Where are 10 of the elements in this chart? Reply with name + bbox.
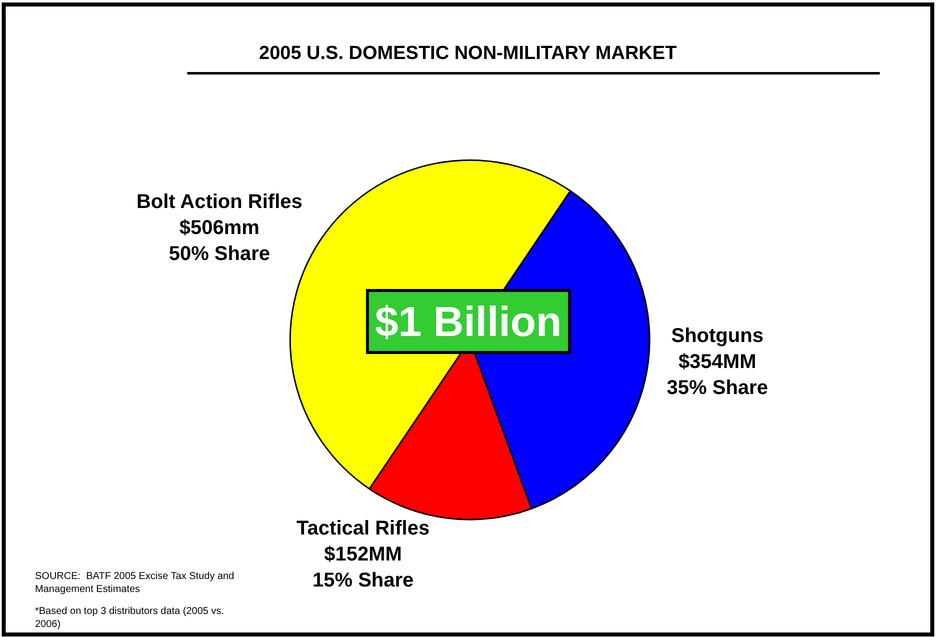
source-note: SOURCE: BATF 2005 Excise Tax Study and Management Estimates — [35, 571, 234, 595]
slice-label: Bolt Action Rifles — [136, 190, 302, 213]
data-label: $354MM 35% Share — [666, 351, 768, 400]
slice-label: Tactical Rifles — [296, 518, 430, 540]
data-label: $506mm 50% Share — [168, 216, 270, 265]
chart-title: 2005 U.S. DOMESTIC NON-MILITARY MARKET — [259, 43, 678, 64]
data-label: $152MM 15% Share — [312, 544, 414, 592]
text: *Based on top 3 distributors data (2005 vs. 2006) — [35, 606, 224, 630]
text: $1 Billion — [375, 298, 562, 345]
slice-label: Shotguns — [671, 325, 764, 348]
